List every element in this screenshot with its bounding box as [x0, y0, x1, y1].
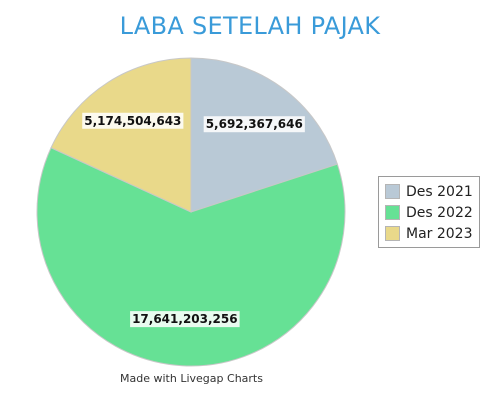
legend-label: Des 2021 [406, 183, 473, 200]
legend-swatch [385, 205, 400, 220]
legend-label: Des 2022 [406, 204, 473, 221]
pie-slice-mar-2023 [50, 57, 192, 213]
pie-slice-des-2021 [190, 57, 338, 213]
legend-item: Mar 2023 [385, 223, 473, 244]
legend-label: Mar 2023 [406, 225, 473, 242]
svg-text:17,641,203,256: 17,641,203,256 [132, 312, 238, 326]
slice-value-label: 17,641,203,256 [130, 311, 240, 328]
chart-legend: Des 2021 Des 2022 Mar 2023 [378, 176, 480, 248]
legend-item: Des 2022 [385, 202, 473, 223]
slice-value-label: 5,174,504,643 [82, 112, 184, 129]
svg-text:5,692,367,646: 5,692,367,646 [206, 117, 303, 131]
legend-swatch [385, 184, 400, 199]
chart-title: LABA SETELAH PAJAK [119, 12, 381, 40]
legend-swatch [385, 226, 400, 241]
slice-value-label: 5,692,367,646 [203, 116, 305, 133]
legend-item: Des 2021 [385, 181, 473, 202]
svg-text:5,174,504,643: 5,174,504,643 [84, 114, 181, 128]
pie-slice-des-2022 [36, 147, 346, 367]
footer-credit: Made with Livegap Charts [120, 372, 263, 385]
